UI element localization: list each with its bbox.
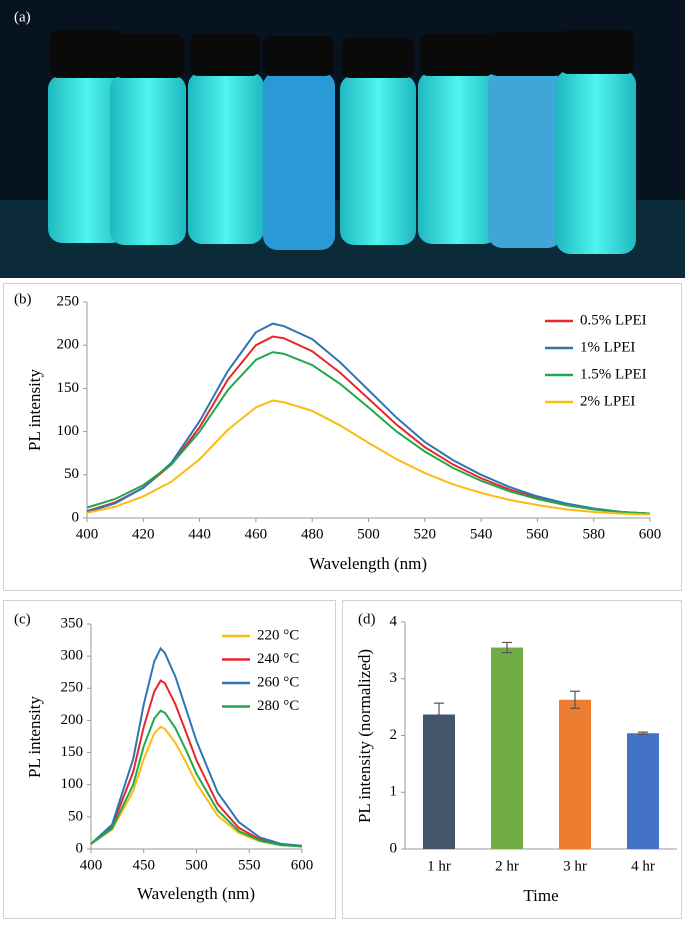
x-tick-label: 3 hr [563,858,587,874]
y-tick-label: 2 [390,727,398,743]
x-tick-label: 400 [80,857,103,873]
y-tick-label: 200 [61,712,84,728]
y-tick-label: 100 [61,776,84,792]
x-axis-label: Wavelength (nm) [309,554,427,573]
x-tick-label: 460 [245,526,268,542]
series-line [86,351,651,515]
error-bar [638,731,648,735]
y-tick-label: 50 [68,808,83,824]
series-line [86,335,651,515]
x-tick-label: 500 [185,857,208,873]
legend-label: 260 °C [257,674,299,690]
x-tick-label: 4 hr [631,858,655,874]
x-axis-label: Wavelength (nm) [137,884,255,903]
vial [418,72,498,244]
vial [263,72,335,250]
y-tick-label: 350 [61,615,84,631]
y-tick-label: 4 [390,613,398,629]
y-tick-label: 300 [61,648,84,664]
panel-frame [3,283,682,591]
y-tick-label: 100 [57,423,80,439]
bar [491,647,523,849]
legend-label: 220 °C [257,627,299,643]
x-tick-label: 540 [470,526,493,542]
vial [340,75,416,245]
x-tick-label: 450 [133,857,156,873]
error-bar [502,641,512,654]
x-tick-label: 2 hr [495,858,519,874]
y-tick-label: 0 [390,840,398,856]
x-tick-label: 500 [357,526,380,542]
error-bar [570,690,580,709]
bar [627,733,659,849]
x-tick-label: 550 [238,857,261,873]
legend-label: 240 °C [257,651,299,667]
x-tick-label: 560 [526,526,549,542]
legend-label: 280 °C [257,698,299,714]
series-line [86,322,651,515]
series-line [90,725,303,848]
vials [48,30,636,254]
legend-label: 2% LPEI [580,393,635,409]
vial-cap [190,34,260,76]
series-line [86,399,651,516]
legend-label: 0.5% LPEI [580,312,647,328]
x-axis-label: Time [523,886,558,905]
x-tick-label: 420 [132,526,155,542]
vial-cap [342,38,414,78]
legend-label: 1% LPEI [580,339,635,355]
bar [559,699,591,849]
series-line [90,709,303,848]
panel-label: (a) [14,9,31,25]
y-tick-label: 1 [390,784,398,800]
y-tick-label: 200 [57,337,80,353]
panel-label: (c) [14,611,31,627]
bar [423,714,455,849]
vial-cap [490,32,562,76]
y-tick-label: 250 [61,680,84,696]
vial [488,72,562,248]
y-axis-label: PL intensity [25,695,44,778]
panel-frame [3,600,336,919]
vial [188,72,264,244]
x-tick-label: 520 [414,526,437,542]
series-line [90,679,303,848]
y-tick-label: 150 [57,380,80,396]
panel-label: (b) [14,291,32,307]
panel-frame [342,600,682,919]
y-axis-label: PL intensity (normalized) [355,649,374,823]
vial [48,75,126,243]
series-line [90,646,303,847]
vial-cap [50,30,122,78]
y-tick-label: 50 [64,466,79,482]
vial [110,75,186,245]
y-tick-label: 250 [57,293,80,309]
y-tick-label: 0 [72,509,80,525]
x-tick-label: 580 [582,526,605,542]
vial-cap [114,34,184,78]
x-tick-label: 600 [639,526,662,542]
error-bar [434,702,444,727]
vial-cap [263,36,333,76]
vial-cap [560,30,634,74]
y-tick-label: 3 [390,670,398,686]
legend-label: 1.5% LPEI [580,366,647,382]
photo: (a) [0,0,685,278]
y-tick-label: 150 [61,744,84,760]
x-tick-label: 600 [291,857,314,873]
vial-cap [420,34,494,76]
x-tick-label: 480 [301,526,324,542]
y-axis-label: PL intensity [25,368,44,451]
x-tick-label: 400 [76,526,99,542]
vial [556,70,636,254]
y-tick-label: 0 [76,840,84,856]
panel-label: (d) [358,611,376,627]
x-tick-label: 440 [188,526,211,542]
x-tick-label: 1 hr [427,858,451,874]
